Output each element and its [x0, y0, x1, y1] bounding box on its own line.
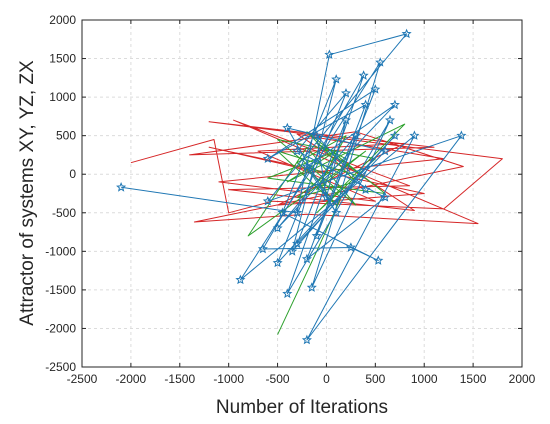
series-point	[358, 70, 369, 80]
x-tick-label: 2000	[509, 372, 536, 386]
series-point	[301, 161, 312, 171]
series-point	[292, 145, 303, 156]
y-tick-label: 500	[56, 129, 76, 143]
series-point	[311, 230, 322, 241]
y-tick-label: -500	[52, 206, 76, 220]
series-2	[116, 28, 467, 345]
series-point	[389, 130, 400, 140]
series-point	[331, 74, 342, 84]
series-point	[272, 257, 283, 268]
series-point	[321, 192, 332, 202]
series-point	[340, 114, 352, 125]
series-point	[360, 99, 371, 110]
series-point	[311, 130, 322, 140]
series-point	[331, 207, 342, 218]
grid	[82, 20, 522, 367]
y-axis-label: Attractor of systems XY, YZ, ZX	[17, 60, 38, 326]
series-point	[324, 49, 335, 59]
series-point	[401, 28, 412, 39]
x-tick-label: -1000	[213, 372, 244, 386]
series-point	[257, 243, 268, 254]
y-tick-label: 1500	[49, 52, 76, 66]
series-point	[292, 238, 303, 248]
x-tick-label: 0	[323, 372, 330, 386]
series-point	[282, 288, 293, 299]
series-point	[370, 84, 381, 94]
y-tick-label: 1000	[49, 90, 76, 104]
x-axis-label: Number of Iterations	[216, 397, 388, 418]
y-tick-label: 0	[69, 167, 76, 181]
series-point	[375, 57, 386, 67]
series-point	[287, 245, 298, 256]
series-point	[301, 334, 312, 345]
y-tick-label: 2000	[49, 13, 76, 27]
series-point	[306, 282, 317, 292]
series-point	[340, 88, 352, 98]
series-point	[292, 207, 303, 218]
y-tick-label: -2500	[45, 360, 76, 374]
x-tick-label: -1500	[164, 372, 195, 386]
y-tick-label: -2000	[45, 321, 76, 335]
ticks: -2500 -2000 -1500 -1000 -500 0 500 1000 1500 2000…	[45, 13, 535, 386]
series-point	[262, 195, 273, 206]
series-point	[360, 184, 371, 194]
x-tick-label: -500	[266, 372, 290, 386]
series-point	[409, 130, 420, 140]
series-point	[282, 122, 293, 133]
plot-frame	[81, 19, 523, 368]
x-tick-label: -2500	[67, 372, 98, 386]
series-point	[380, 192, 391, 202]
y-tick-label: -1500	[45, 283, 76, 297]
series-point	[301, 253, 312, 264]
series-point	[262, 153, 273, 164]
series-point	[116, 181, 127, 192]
series-point	[456, 130, 467, 140]
x-tick-label: 1000	[411, 372, 438, 386]
y-tick-label: -1000	[45, 244, 76, 258]
x-tick-label: -2000	[116, 372, 147, 386]
series-point	[350, 130, 361, 140]
x-tick-label: 1500	[460, 372, 487, 386]
series-point	[373, 255, 384, 265]
series-point	[272, 222, 283, 233]
x-tick-label: 500	[365, 372, 385, 386]
series-layer	[116, 28, 503, 345]
series-point	[345, 242, 356, 252]
series-point	[235, 274, 246, 285]
series-point	[389, 99, 400, 110]
series-point	[384, 114, 396, 125]
series-point	[380, 145, 391, 156]
series-point	[277, 207, 288, 218]
